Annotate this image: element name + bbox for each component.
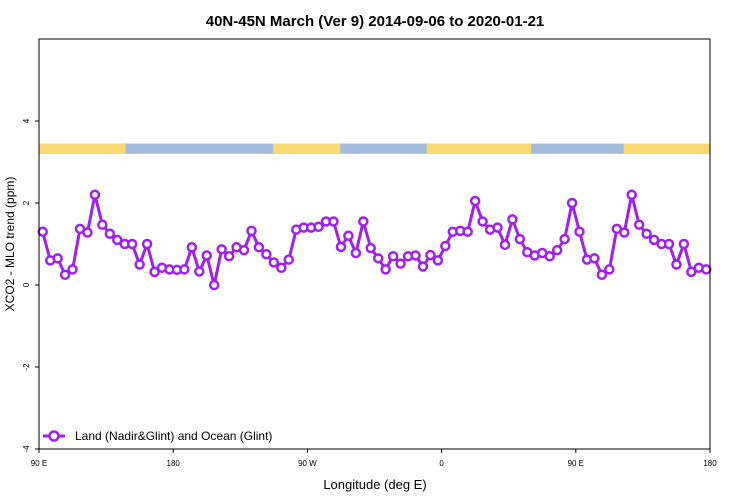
data-point [194,266,205,277]
x-tick-label: 90 E [568,459,584,468]
land-segment [273,143,341,154]
data-point [507,214,518,225]
data-point [372,253,384,264]
data-point [477,216,488,227]
x-tick-label: 0 [439,459,444,468]
data-point [335,241,347,253]
x-tick-label: 90 E [31,459,47,468]
surface-band [39,143,710,154]
data-point [492,222,503,233]
data-point [425,249,436,261]
data-point [216,244,227,255]
data-point [350,247,362,259]
y-tick-label: 0 [22,282,31,287]
x-tick-label: 90 W [298,459,317,468]
series-layer [37,189,712,291]
data-point [238,244,250,256]
data-point [134,259,145,270]
x-tick-label: 180 [167,459,181,468]
data-point [365,242,377,254]
data-point [358,216,369,227]
ocean-band [39,143,710,154]
data-point [686,266,697,278]
data-point [141,238,153,250]
data-point [551,244,563,256]
data-point [663,238,675,250]
data-point [52,253,63,264]
data-point [126,238,138,250]
data-point [395,258,406,269]
data-point [671,259,682,270]
data-point [82,227,93,238]
data-point [633,219,645,230]
data-point [201,250,212,261]
y-tick-label: 4 [22,118,31,123]
data-point [574,226,585,237]
land-segment [426,143,532,154]
y-axis: -4 -2 0 2 4 [22,118,39,453]
data-point [440,240,451,252]
data-point [566,197,578,209]
data-point [313,221,324,233]
y-tick-label: -4 [22,445,31,453]
data-point [648,234,660,246]
data-point [268,257,280,268]
data-point [89,189,101,201]
data-point [97,219,108,230]
data-point [514,233,526,245]
data-point [589,253,600,264]
data-point [246,225,257,237]
data-point [328,216,339,227]
data-point [149,266,160,278]
data-point [59,269,71,280]
legend-label: Land (Nadir&Glint) and Ocean (Glint) [75,429,272,443]
data-point [678,238,690,250]
land-segment [39,143,126,154]
y-tick-label: -2 [22,363,31,371]
data-point [186,242,198,253]
x-axis: 90 E 180 90 W 0 90 E 180 [31,449,717,468]
data-point [276,262,287,274]
data-point [104,228,116,239]
data-point [701,264,712,275]
data-point [410,250,421,261]
y-tick-label: 2 [22,200,31,205]
data-point [283,254,295,265]
plot-frame [38,38,711,450]
data-point [432,255,444,266]
data-point [462,226,473,237]
data-point [67,264,78,275]
data-point [380,264,391,275]
y-axis-label: XCO2 - MLO trend (ppm) [3,177,17,312]
data-point [37,226,48,237]
legend-marker-swatch [48,430,60,442]
data-point [544,251,555,262]
data-point [596,269,608,280]
data-point [619,227,630,238]
data-point [604,264,615,275]
data-point [387,251,399,262]
data-point [559,233,570,245]
data-point [499,239,511,251]
data-point [261,249,272,260]
data-point [641,228,652,239]
data-point [469,195,481,207]
x-tick-label: 180 [703,459,717,468]
land-segment [623,143,710,154]
chart-title: 40N-45N March (Ver 9) 2014-09-06 to 2020… [206,13,545,30]
data-point [343,230,354,242]
data-point [208,279,220,291]
data-point [417,261,429,272]
legend: Land (Nadir&Glint) and Ocean (Glint) [43,429,272,443]
data-point [112,234,123,246]
data-point [253,242,265,253]
x-axis-label: Longitude (deg E) [323,477,426,492]
data-point [223,251,235,262]
data-point [179,264,190,275]
data-point [626,189,637,201]
